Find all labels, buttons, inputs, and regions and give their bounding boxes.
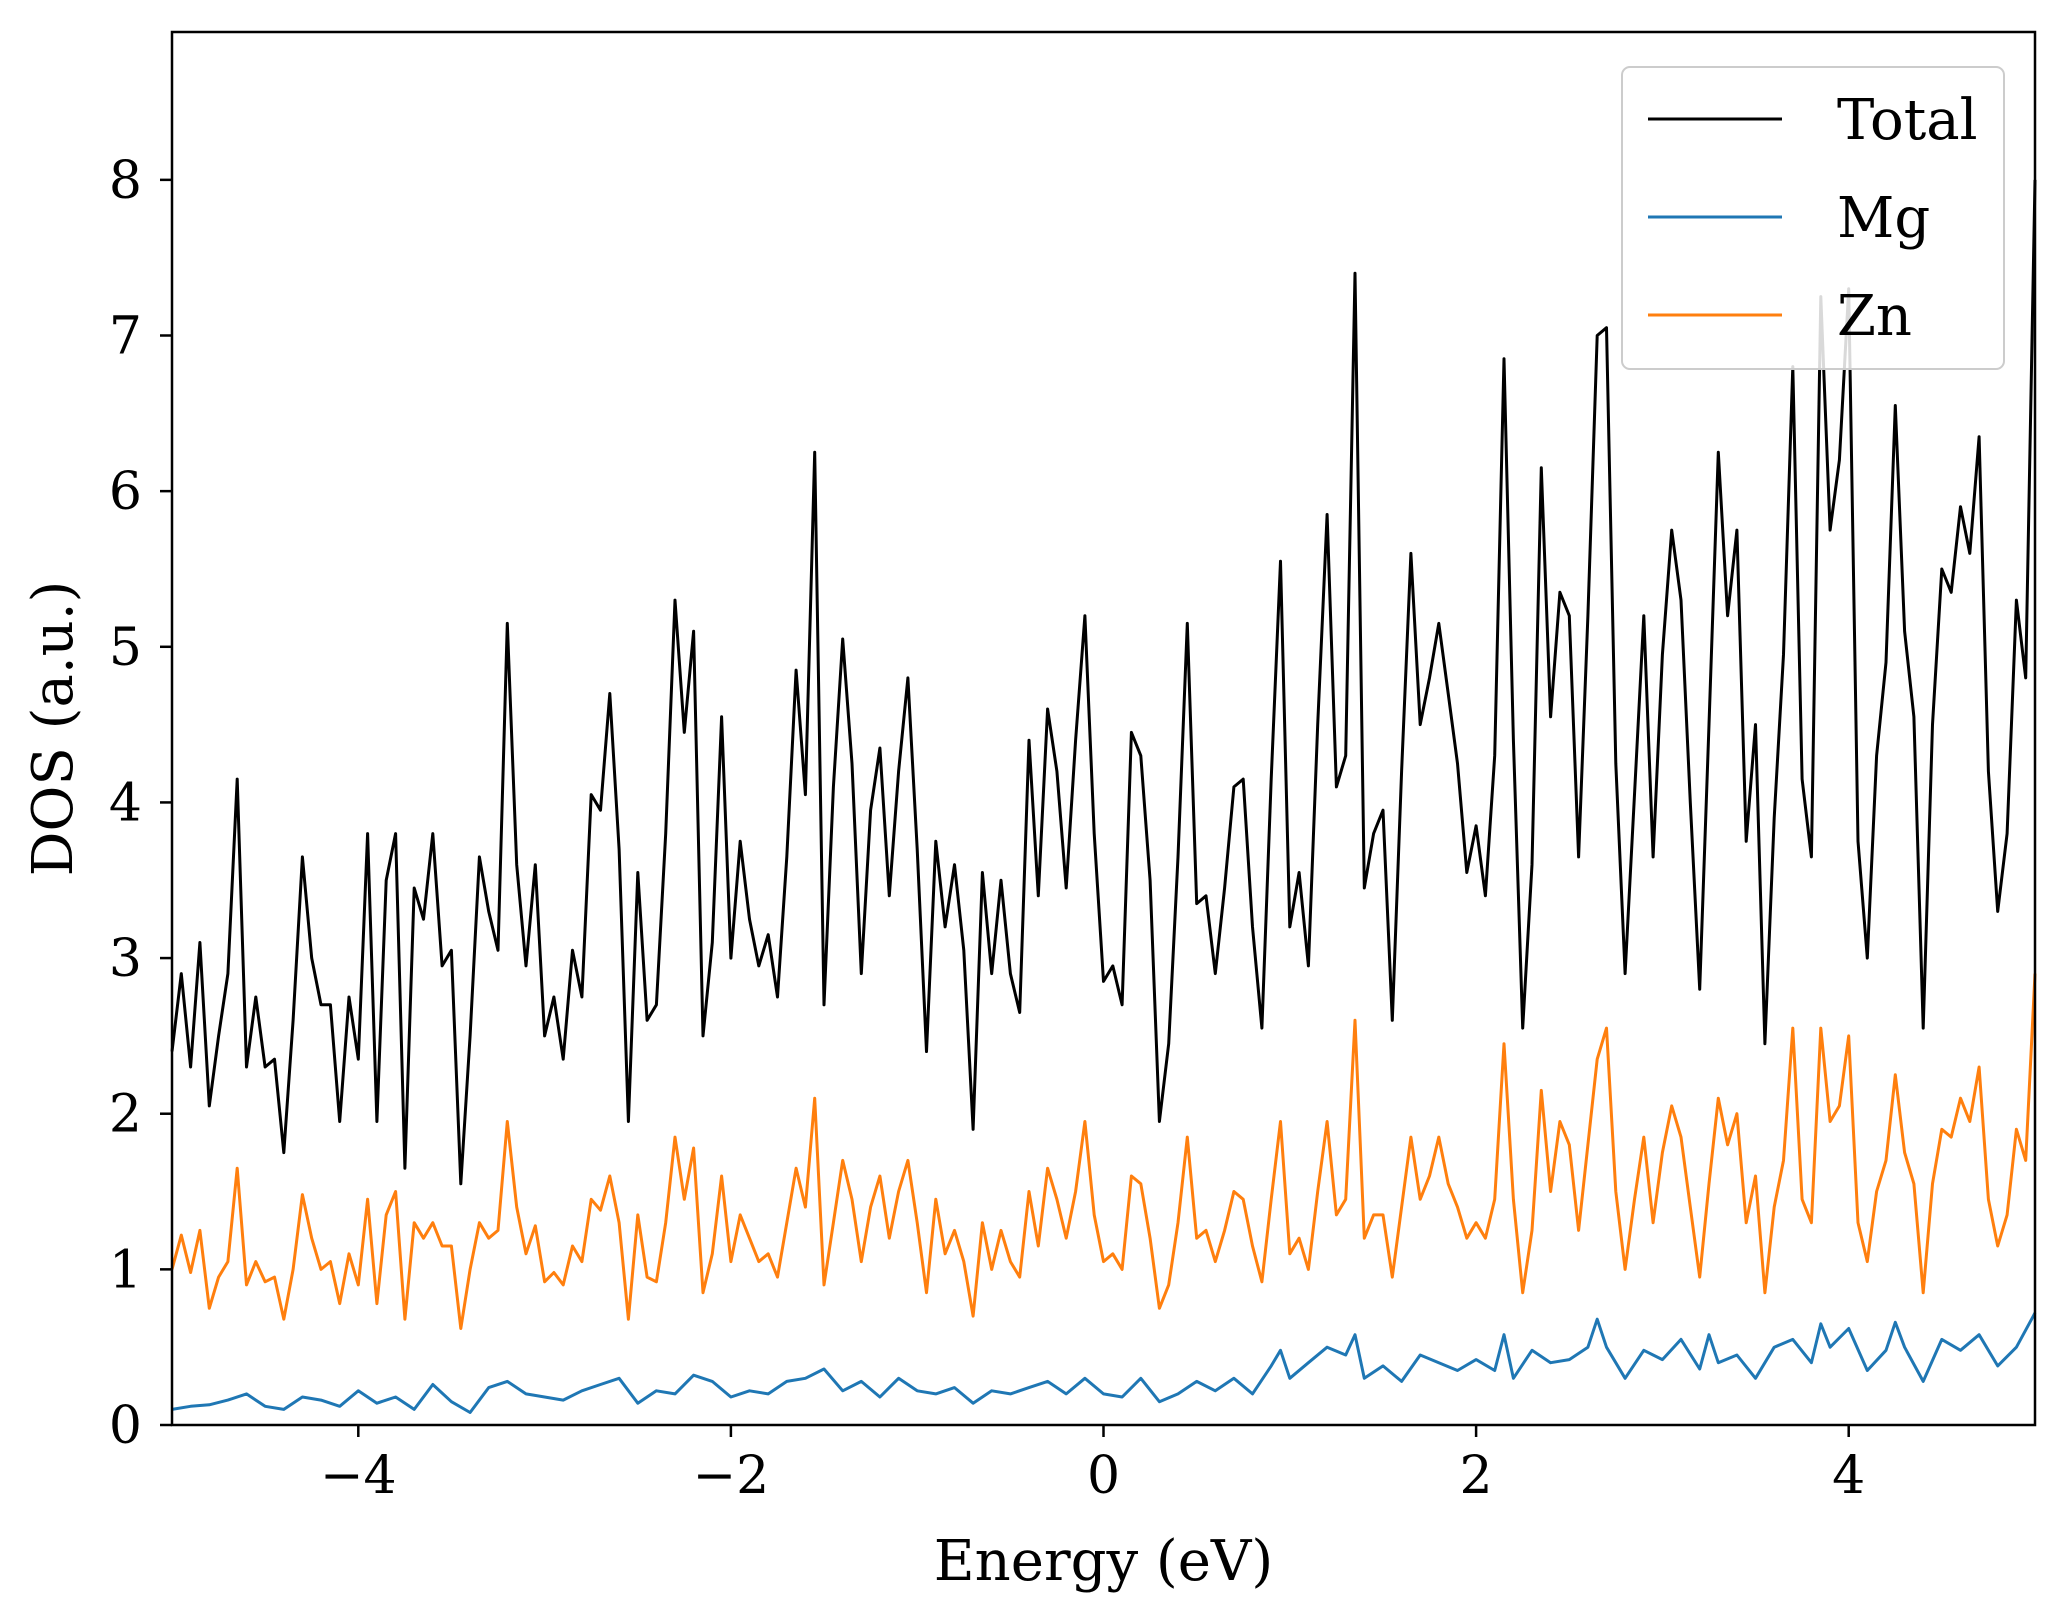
y-tick-label: 1: [109, 1240, 142, 1300]
series-line-total: [170, 179, 2037, 1186]
legend-label-mg: Mg: [1837, 186, 1930, 251]
x-axis-label: Energy (eV): [934, 1529, 1273, 1594]
y-tick-label: 8: [109, 151, 142, 211]
x-axis-ticks: −4 −2 0 2 4: [320, 1425, 1865, 1506]
y-tick-label: 5: [109, 618, 142, 678]
x-tick-label: 0: [1087, 1446, 1120, 1506]
x-tick-label: −4: [320, 1446, 397, 1506]
x-tick-label: 2: [1460, 1446, 1493, 1506]
x-tick-label: 4: [1832, 1446, 1865, 1506]
legend-label-zn: Zn: [1837, 284, 1912, 349]
y-tick-label: 3: [109, 929, 142, 989]
y-tick-label: 0: [109, 1396, 142, 1456]
y-axis-label: DOS (a.u.): [21, 581, 86, 877]
series-layer: [170, 179, 2037, 1414]
legend-box: [1621, 66, 2005, 370]
y-axis-ticks: 0 1 2 3 4 5 6 7 8: [109, 151, 172, 1456]
legend-label-total: Total: [1837, 88, 1978, 153]
x-tick-label: −2: [693, 1446, 770, 1506]
series-line-zn: [170, 973, 2037, 1330]
y-tick-label: 6: [109, 462, 142, 522]
y-tick-label: 7: [109, 307, 142, 367]
series-line-mg: [171, 1312, 2037, 1414]
legend: Total Mg Zn: [1621, 66, 2005, 370]
y-tick-label: 4: [109, 773, 142, 833]
y-tick-label: 2: [109, 1085, 142, 1145]
